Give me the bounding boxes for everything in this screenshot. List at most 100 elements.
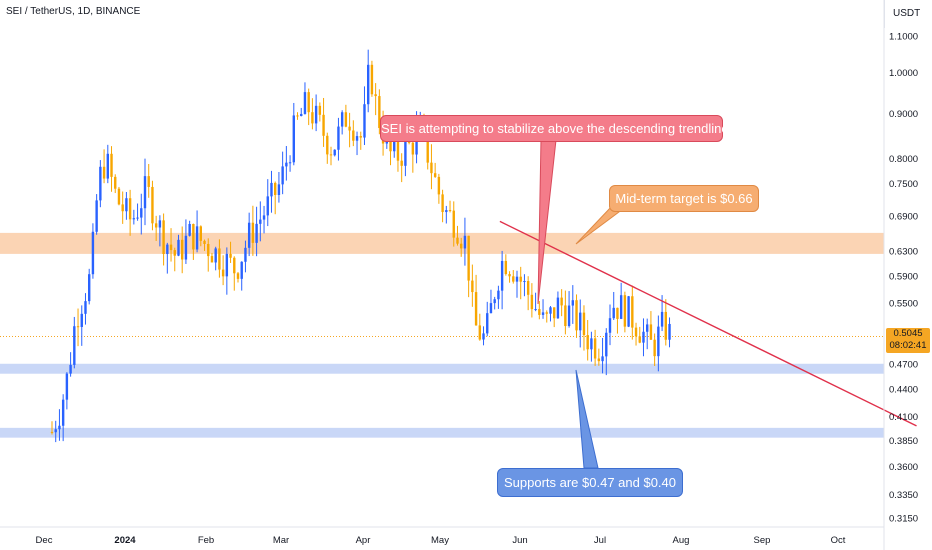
candle-body	[247, 222, 251, 248]
candle-body	[541, 312, 545, 315]
candle-body	[99, 166, 102, 201]
support-callout[interactable]: Supports are $0.47 and $0.40	[497, 468, 683, 497]
candle-body	[76, 326, 80, 328]
candle-body	[236, 273, 240, 279]
candle-body	[300, 113, 303, 117]
candle-body	[292, 115, 295, 163]
candle-body	[370, 64, 374, 95]
candle-body	[322, 114, 325, 136]
candle-body	[69, 364, 72, 374]
trendline-callout-pointer	[537, 139, 557, 305]
time-tick-label: Jun	[512, 535, 527, 546]
candle-body	[497, 290, 500, 300]
price-tick-label: 0.4400	[889, 385, 918, 396]
candle-body	[619, 295, 623, 319]
candle-body	[437, 176, 441, 195]
candle-body	[478, 325, 481, 340]
time-axis-ticks: Dec 2024 Feb Mar Apr May Jun Jul Aug Sep Oct	[36, 535, 846, 546]
candle-body	[73, 326, 76, 365]
candle-body	[668, 323, 671, 340]
candle-body	[612, 307, 615, 319]
time-tick-label: Oct	[831, 535, 846, 546]
candle-body	[311, 112, 314, 124]
candle-body	[657, 326, 660, 357]
support-callout-pointer	[575, 369, 599, 469]
candle-body	[158, 220, 162, 228]
candle-body	[605, 332, 608, 357]
price-tick-label: 0.3350	[889, 490, 918, 501]
candle-body	[259, 219, 262, 224]
candle-body	[233, 257, 236, 274]
symbol-title: SEI / TetherUS, 1D, BINANCE	[6, 6, 141, 17]
candle-body	[225, 253, 229, 277]
candle-body	[307, 92, 310, 113]
candle-body	[221, 269, 225, 277]
price-tick-label: 1.0000	[889, 68, 918, 79]
candle-body	[229, 253, 232, 258]
candle-body	[58, 425, 61, 430]
time-tick-label: Sep	[754, 535, 771, 546]
candle-body	[538, 309, 541, 315]
trendline-callout[interactable]: SEI is attempting to stabilize above the…	[380, 115, 729, 142]
candle-body	[515, 276, 519, 282]
candle-body	[154, 223, 158, 228]
candle-body	[61, 399, 65, 426]
candlestick-series	[50, 49, 671, 443]
candle-body	[590, 338, 593, 350]
candle-body	[281, 166, 284, 185]
candle-body	[400, 160, 403, 166]
candle-body	[460, 243, 463, 249]
candle-body	[184, 235, 188, 260]
candle-body	[608, 318, 612, 333]
candle-body	[642, 331, 645, 343]
currency-label: USDT	[893, 8, 921, 19]
candle-body	[203, 240, 206, 244]
candle-body	[367, 64, 370, 105]
candle-body	[523, 281, 526, 283]
candle-body	[147, 176, 150, 187]
candle-body	[407, 141, 411, 143]
candle-body	[467, 235, 470, 281]
candle-body	[378, 96, 381, 129]
target-callout[interactable]: Mid-term target is $0.66	[609, 185, 759, 212]
candle-body	[486, 313, 489, 334]
candle-body	[266, 196, 269, 216]
time-tick-label: Aug	[673, 535, 690, 546]
candle-body	[210, 256, 214, 263]
candle-body	[452, 210, 455, 238]
time-tick-label: Apr	[356, 535, 371, 546]
candle-body	[393, 141, 396, 152]
candle-body	[244, 247, 247, 262]
candle-body	[564, 305, 567, 327]
candle-body	[433, 173, 437, 177]
candle-body	[262, 215, 266, 220]
candle-body	[91, 231, 95, 275]
candle-body	[575, 300, 578, 331]
candle-body	[664, 311, 667, 340]
candle-body	[344, 112, 348, 127]
candle-body	[389, 132, 392, 152]
price-tick-label: 0.3850	[889, 436, 918, 447]
candle-body	[631, 296, 634, 328]
candle-body	[50, 431, 54, 433]
candle-body	[173, 250, 176, 256]
candle-body	[251, 222, 255, 243]
candle-body	[579, 312, 582, 331]
candle-body	[404, 141, 407, 166]
candle-body	[117, 188, 121, 205]
candle-body	[303, 92, 307, 114]
candle-body	[448, 210, 452, 212]
candle-body	[140, 208, 143, 218]
candle-body	[255, 223, 258, 243]
candle-body	[114, 176, 117, 189]
candle-body	[337, 126, 340, 150]
candle-body	[601, 356, 604, 362]
candle-body	[586, 335, 589, 350]
candle-body	[214, 248, 217, 263]
candle-body	[649, 324, 653, 340]
trendline	[499, 220, 917, 427]
candle-body	[296, 115, 299, 117]
candle-body	[277, 184, 281, 195]
candle-body	[151, 186, 154, 224]
